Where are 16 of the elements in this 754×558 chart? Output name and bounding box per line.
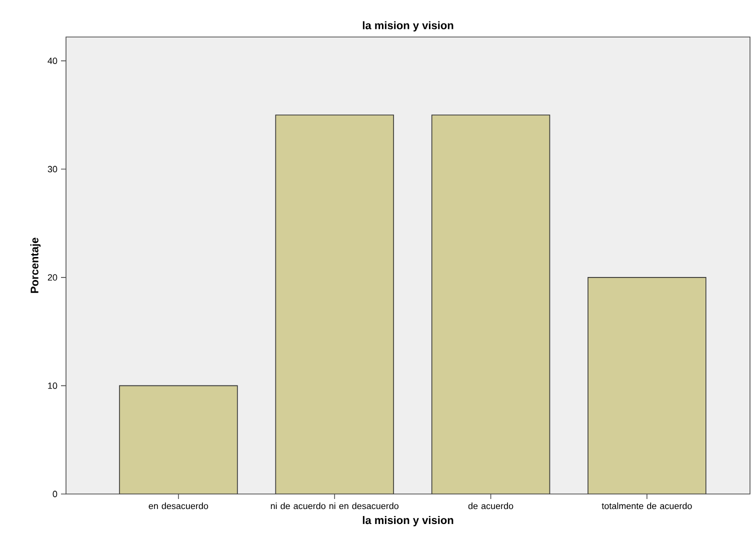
y-axis-title: Porcentaje xyxy=(30,238,41,293)
x-axis-title: la mision y vision xyxy=(362,516,454,526)
y-tick-label: 0 xyxy=(52,490,58,498)
bar xyxy=(431,114,550,494)
x-tick-label: ni de acuerdo ni en desacuerdo xyxy=(270,502,398,510)
y-tick-label: 40 xyxy=(48,58,58,64)
bar xyxy=(276,114,394,494)
bar xyxy=(119,385,238,494)
y-tick-label: 30 xyxy=(48,166,58,172)
x-tick-label: de acuerdo xyxy=(468,502,514,510)
y-tick-label: 10 xyxy=(48,382,58,389)
x-tick-label: totalmente de acuerdo xyxy=(602,502,692,510)
bar xyxy=(588,277,706,494)
x-tick-label: en desacuerdo xyxy=(148,502,208,510)
y-tick-label: 20 xyxy=(48,274,58,281)
chart-title: la mision y vision xyxy=(362,21,454,32)
